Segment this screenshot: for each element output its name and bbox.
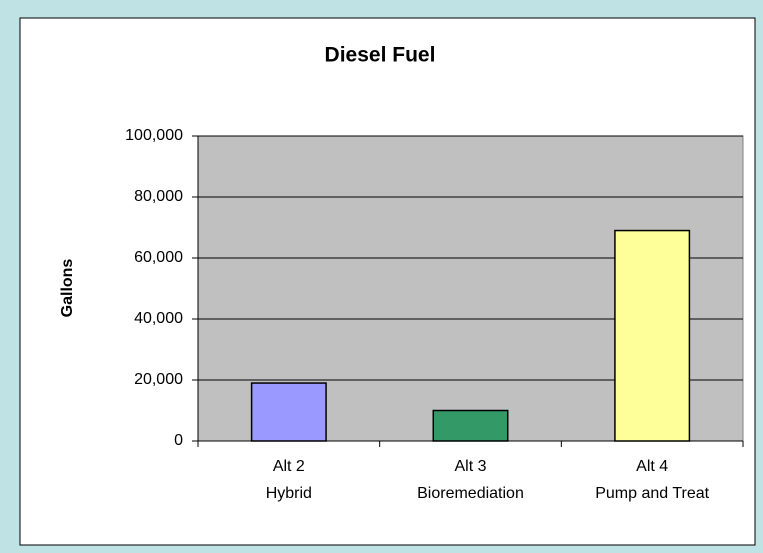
x-tick-label: Alt 2	[273, 458, 305, 475]
y-tick-label: 80,000	[134, 188, 183, 205]
x-tick-label: Pump and Treat	[595, 485, 709, 502]
chart-title: Diesel Fuel	[325, 44, 436, 67]
x-tick-label: Alt 4	[636, 458, 668, 475]
y-tick-label: 100,000	[125, 127, 183, 144]
bar	[614, 229, 691, 442]
y-tick-label: 40,000	[134, 310, 183, 327]
bar	[432, 409, 509, 442]
x-tick-label: Alt 3	[454, 458, 486, 475]
y-tick-label: 60,000	[134, 249, 183, 266]
y-tick-label: 0	[174, 432, 183, 449]
x-tick-label: Hybrid	[266, 485, 312, 502]
x-tick-label: Bioremediation	[417, 485, 524, 502]
y-axis-label: Gallons	[59, 259, 76, 318]
y-tick-label: 20,000	[134, 371, 183, 388]
bar	[250, 382, 327, 442]
